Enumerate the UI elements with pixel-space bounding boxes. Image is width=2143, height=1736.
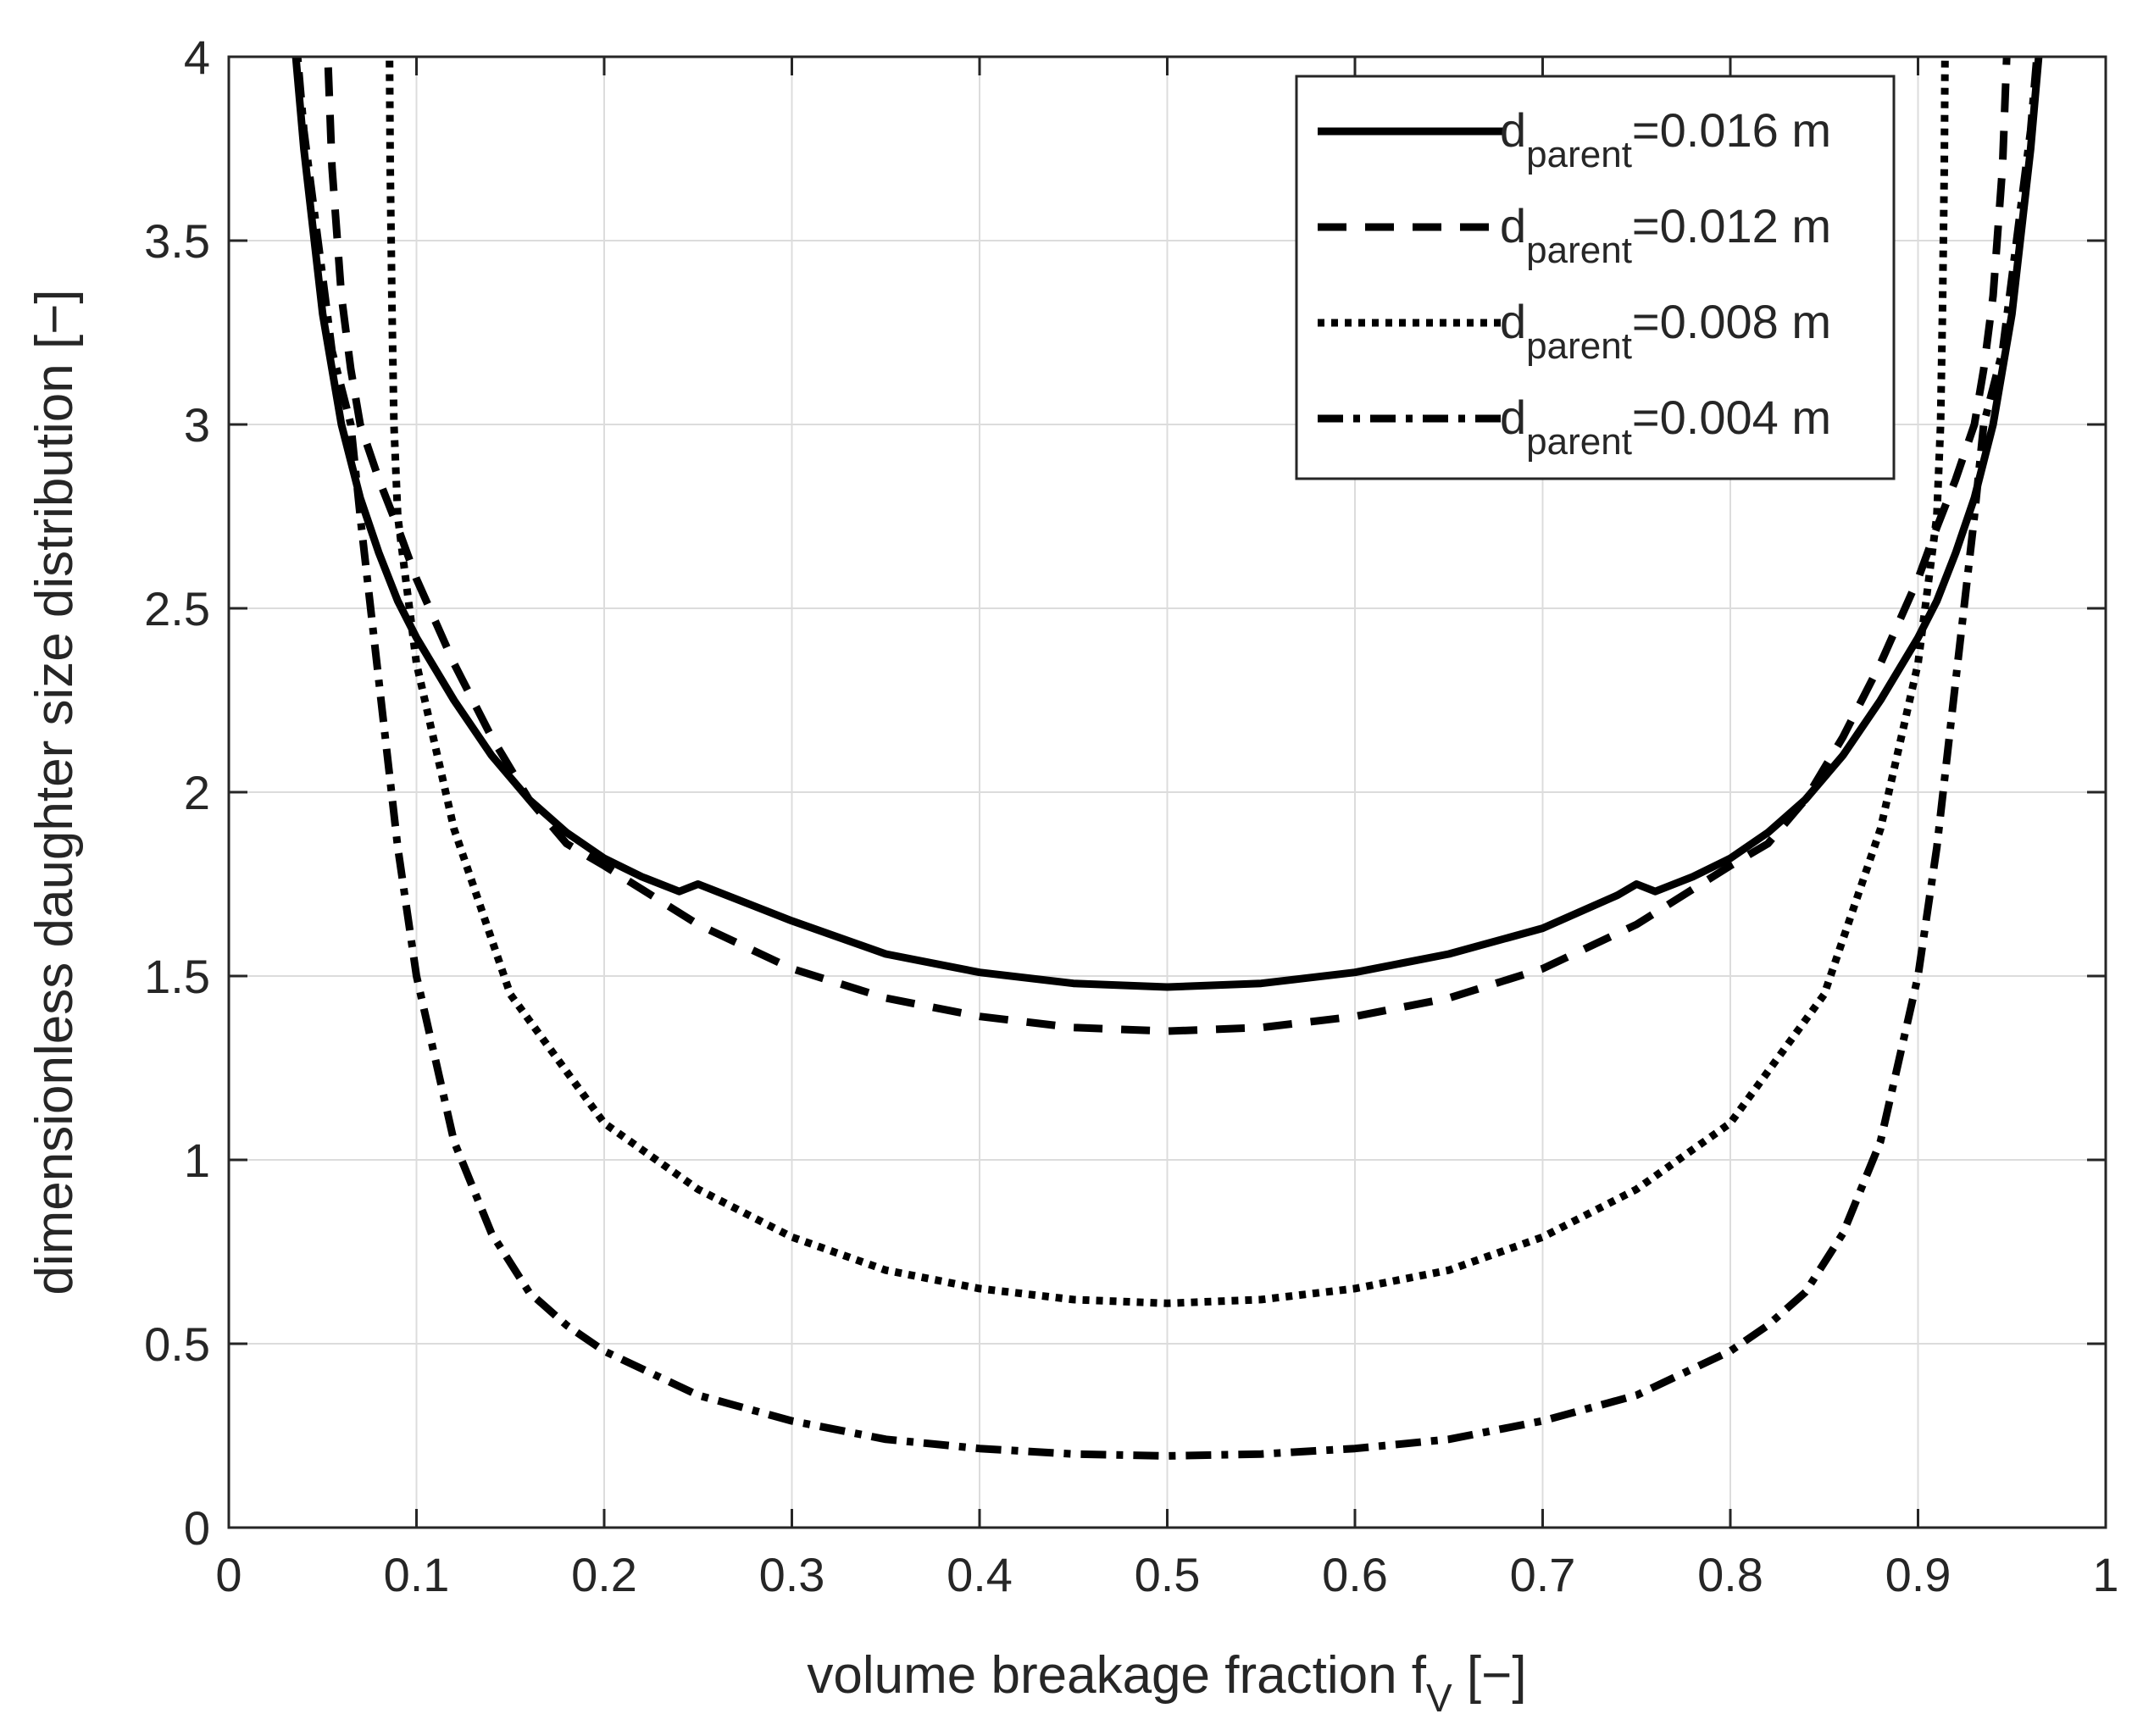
tick-labels: 0 0.1 0.2 0.3 0.4 0.5 0.6 0.7 0.8 0.9 1 0 0.5 1 1.5 2 2.… (144, 31, 2118, 1601)
x-tick-label: 0.3 (759, 1548, 825, 1601)
y-axis-label: dimensionless daughter size distribution… (25, 289, 84, 1295)
x-tick-label: 0.4 (947, 1548, 1013, 1601)
x-tick-label: 1 (2092, 1548, 2118, 1601)
y-tick-label: 0 (184, 1501, 210, 1555)
y-tick-label: 3 (184, 398, 210, 452)
x-tick-label: 0 (215, 1548, 242, 1601)
series-line-1 (291, 57, 2043, 991)
x-tick-label: 0.5 (1135, 1548, 1201, 1601)
series-line-3 (386, 57, 1949, 1307)
x-tick-label: 0.7 (1510, 1548, 1576, 1601)
series-layer (291, 57, 2043, 1460)
y-tick-label: 0.5 (144, 1317, 210, 1371)
y-tick-label: 1.5 (144, 950, 210, 1003)
x-tick-label: 0.1 (384, 1548, 450, 1601)
y-tick-label: 3.5 (144, 214, 210, 268)
legend-box (1295, 75, 1896, 480)
legend-label-1: dparent=0.016 m (1500, 103, 1831, 175)
y-tick-label: 2 (184, 766, 210, 819)
x-tick-label: 0.9 (1885, 1548, 1951, 1601)
legend: dparent=0.016 m dparent=0.012 m dparent=0.… (1295, 75, 1896, 480)
legend-label-2: dparent=0.012 m (1500, 199, 1831, 271)
y-tick-label: 1 (184, 1134, 210, 1187)
y-tick-label: 4 (184, 31, 210, 84)
legend-label-4: dparent=0.004 m (1500, 391, 1831, 463)
series-line-4 (293, 57, 2041, 1460)
x-tick-label: 0.2 (571, 1548, 637, 1601)
ticks (227, 55, 2107, 1529)
y-tick-label: 2.5 (144, 582, 210, 635)
x-axis-label: volume breakage fraction fV [−] (807, 1646, 1526, 1720)
x-tick-label: 0.6 (1322, 1548, 1388, 1601)
x-tick-label: 0.8 (1697, 1548, 1763, 1601)
legend-label-3: dparent=0.008 m (1500, 295, 1831, 367)
